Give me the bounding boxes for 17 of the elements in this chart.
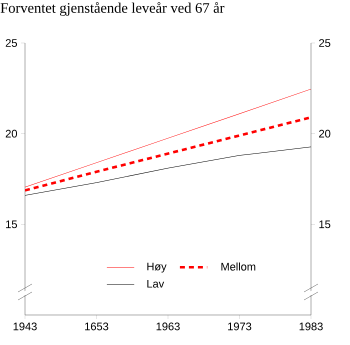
y2-tick-label: 25 xyxy=(319,39,330,47)
line-series xyxy=(25,146,312,196)
line-series xyxy=(25,88,312,188)
x-tick-label: 1653 xyxy=(85,322,108,330)
legend-label: Høy xyxy=(147,262,167,273)
x-tick-label: 1963 xyxy=(156,322,180,330)
y-tick-label: 20 xyxy=(6,130,18,138)
x-tick-label: 1943 xyxy=(14,322,37,330)
x-tick-label: 1973 xyxy=(228,322,252,330)
x-tick-label: 1983 xyxy=(300,322,323,330)
y2-tick-label: 15 xyxy=(319,220,330,228)
legend-label: Lav xyxy=(147,280,164,288)
y-tick-label: 15 xyxy=(6,220,17,228)
chart-title: Forventet gjenstående leveår ved 67 år xyxy=(0,2,224,16)
legend-label: Mellom xyxy=(221,262,256,271)
y2-tick-label: 20 xyxy=(319,130,330,138)
y-tick-label: 25 xyxy=(6,39,17,47)
